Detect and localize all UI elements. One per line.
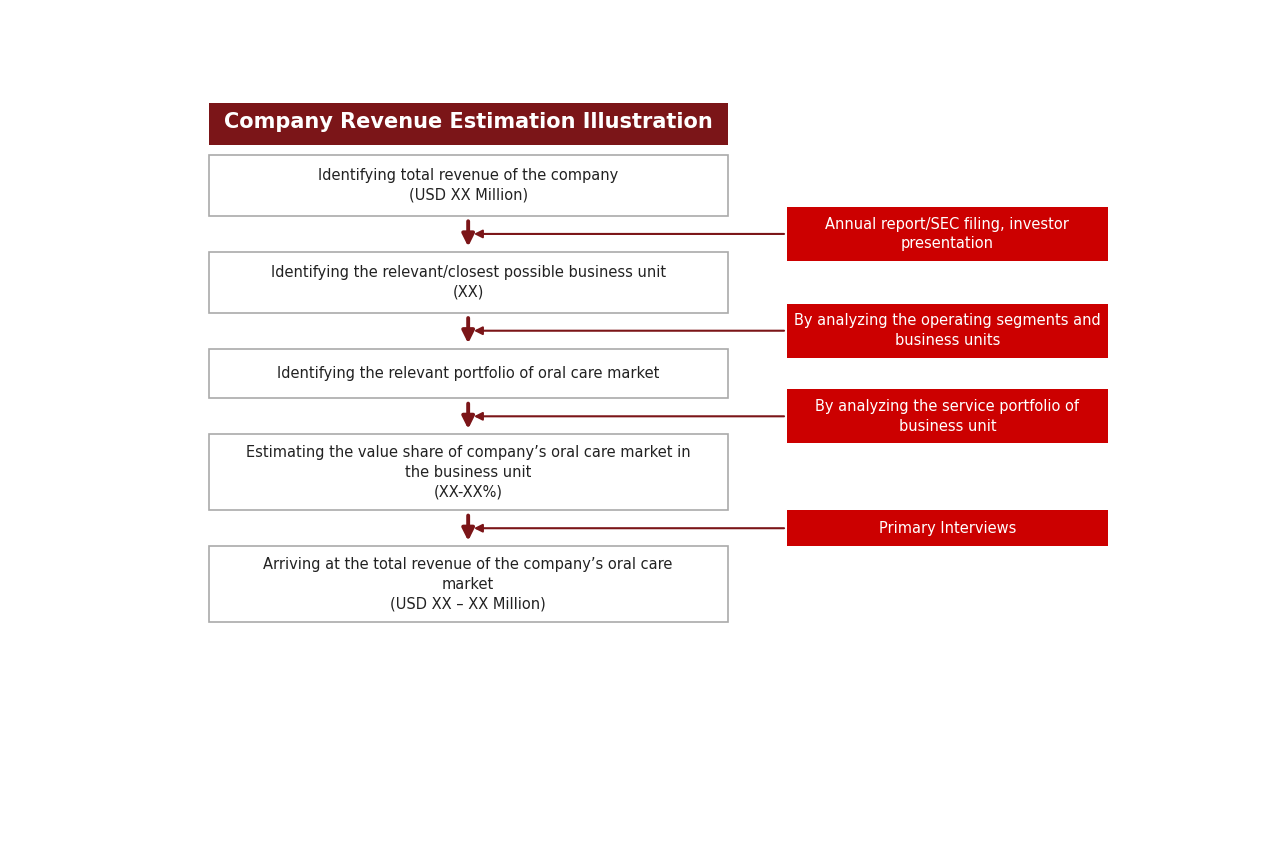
Bar xyxy=(787,510,1108,546)
Text: By analyzing the operating segments and
business units: By analyzing the operating segments and … xyxy=(794,313,1100,348)
Bar xyxy=(209,546,728,622)
Bar xyxy=(209,349,728,398)
Text: Arriving at the total revenue of the company’s oral care
market
(USD XX – XX Mil: Arriving at the total revenue of the com… xyxy=(264,557,673,611)
Bar xyxy=(209,98,728,145)
Text: Annual report/SEC filing, investor
presentation: Annual report/SEC filing, investor prese… xyxy=(825,216,1070,251)
Bar xyxy=(209,252,728,313)
Bar xyxy=(787,304,1108,357)
Text: Identifying the relevant portfolio of oral care market: Identifying the relevant portfolio of or… xyxy=(277,366,659,381)
Bar xyxy=(787,389,1108,443)
Bar xyxy=(787,207,1108,261)
Bar xyxy=(209,156,728,215)
Text: Identifying the relevant/closest possible business unit
(XX): Identifying the relevant/closest possibl… xyxy=(270,265,666,300)
Text: Primary Interviews: Primary Interviews xyxy=(878,521,1016,536)
Bar xyxy=(209,434,728,510)
Text: Company Revenue Estimation Illustration: Company Revenue Estimation Illustration xyxy=(224,112,713,132)
Text: By analyzing the service portfolio of
business unit: By analyzing the service portfolio of bu… xyxy=(816,399,1080,433)
Text: Estimating the value share of company’s oral care market in
the business unit
(X: Estimating the value share of company’s … xyxy=(246,445,691,499)
Text: Identifying total revenue of the company
(USD XX Million): Identifying total revenue of the company… xyxy=(317,168,618,203)
